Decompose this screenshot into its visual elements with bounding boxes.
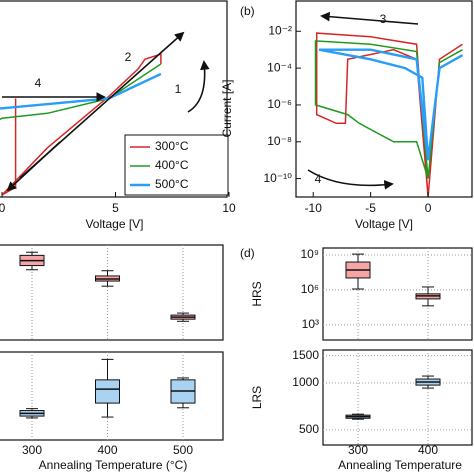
plot-frame bbox=[0, 244, 224, 341]
y-tick-label: 10⁹ bbox=[301, 247, 320, 261]
arrow bbox=[320, 11, 419, 25]
plot-frame bbox=[0, 0, 228, 198]
annotation: 4 bbox=[315, 172, 322, 186]
series-line bbox=[0, 72, 162, 110]
legend-label: 300°C bbox=[155, 139, 189, 153]
y-tick-label: 1000 bbox=[292, 375, 319, 389]
x-axis-label: Annealing Temperature bbox=[338, 458, 462, 472]
plot-frame bbox=[322, 247, 473, 341]
series-line bbox=[314, 40, 463, 179]
x-tick-label: -5 bbox=[365, 201, 376, 215]
x-tick-label: 400 bbox=[418, 443, 438, 457]
y-axis-label: LRS bbox=[250, 386, 264, 409]
x-axis-label: Voltage [V] bbox=[355, 217, 413, 231]
y-axis-label: Current [A] bbox=[220, 79, 234, 137]
legend-label: 500°C bbox=[155, 177, 189, 191]
box bbox=[95, 379, 120, 404]
y-tick-label: 500 bbox=[299, 422, 319, 436]
y-tick-label: 10⁻⁶ bbox=[267, 97, 292, 111]
x-axis-label: Annealing Temperature (°C) bbox=[39, 458, 188, 472]
y-tick-label: 10⁻⁸ bbox=[267, 134, 292, 148]
y-tick-label: 10³ bbox=[302, 317, 319, 331]
y-tick-label: 10⁻² bbox=[268, 23, 292, 37]
x-tick-label: 300 bbox=[22, 443, 42, 457]
x-tick-label: 10 bbox=[222, 201, 236, 215]
arrows bbox=[2, 11, 419, 192]
arrow bbox=[6, 141, 61, 192]
series-line bbox=[315, 32, 463, 197]
y-axis-label: HRS bbox=[250, 281, 264, 306]
y-tick-label: 10⁻⁴ bbox=[267, 60, 292, 74]
plot-area bbox=[314, 32, 464, 197]
panel-label: (b) bbox=[240, 4, 255, 18]
arrow bbox=[187, 60, 210, 113]
y-tick-label: 1500 bbox=[292, 348, 319, 362]
x-tick-label: 500 bbox=[173, 443, 193, 457]
x-axis-label: Voltage [V] bbox=[85, 217, 143, 231]
x-tick-label: -10 bbox=[305, 201, 323, 215]
plot-frame bbox=[0, 351, 224, 441]
plot-frame bbox=[295, 0, 473, 198]
annotation: 1 bbox=[175, 82, 182, 96]
x-tick-label: 0 bbox=[0, 201, 6, 215]
x-tick-label: 300 bbox=[348, 443, 368, 457]
series-line bbox=[318, 48, 464, 161]
y-tick-label: 10⁻¹⁰ bbox=[264, 171, 293, 185]
x-tick-label: 400 bbox=[97, 443, 117, 457]
annotation: 2 bbox=[125, 50, 132, 64]
plot-frame bbox=[322, 349, 473, 446]
y-tick-label: 10⁶ bbox=[301, 282, 319, 296]
annotation: 3 bbox=[380, 12, 387, 26]
x-tick-label: 0 bbox=[425, 201, 432, 215]
annotation: 4 bbox=[35, 76, 42, 90]
legend-label: 400°C bbox=[155, 158, 189, 172]
arrow bbox=[307, 169, 394, 190]
x-tick-label: 5 bbox=[112, 201, 119, 215]
panel-label: (d) bbox=[240, 246, 255, 260]
